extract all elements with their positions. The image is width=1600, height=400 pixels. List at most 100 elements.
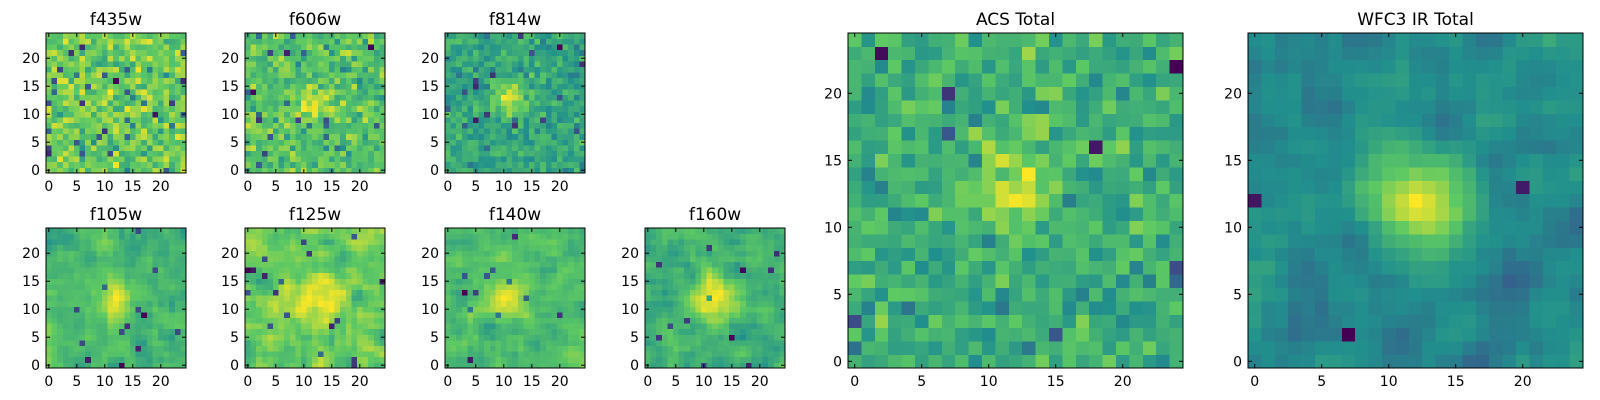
heatmap-cell — [517, 145, 524, 151]
heatmap-cell — [158, 300, 164, 307]
heatmap-cell — [74, 128, 80, 135]
heatmap-cell — [85, 328, 92, 335]
heatmap-cell — [261, 256, 268, 262]
heatmap-cell — [473, 345, 479, 352]
heatmap-cell — [762, 328, 769, 335]
heatmap-cell — [773, 295, 780, 302]
heatmap-cell — [551, 167, 558, 174]
heatmap-cell — [306, 244, 313, 251]
heatmap-cell — [551, 133, 558, 140]
heatmap-cell — [689, 272, 696, 279]
heatmap-cell — [141, 278, 148, 285]
heatmap-cell — [573, 261, 580, 268]
heatmap-cell — [495, 105, 502, 112]
heatmap-cell — [751, 267, 758, 274]
heatmap-cell — [317, 145, 324, 151]
heatmap-cell — [301, 284, 307, 290]
heatmap-cell — [779, 256, 786, 262]
heatmap-cell — [289, 239, 296, 246]
heatmap-cell — [146, 150, 153, 157]
heatmap-cell — [256, 161, 263, 168]
heatmap-cell — [656, 345, 663, 352]
heatmap-cell — [568, 128, 575, 135]
heatmap-cell — [107, 284, 114, 290]
heatmap-cell — [124, 233, 131, 240]
heatmap-cell — [256, 340, 263, 346]
heatmap-cell — [62, 66, 69, 73]
heatmap-cell — [102, 49, 108, 56]
heatmap-cell — [278, 244, 285, 251]
heatmap-cell — [557, 55, 563, 62]
heatmap-cell — [334, 55, 341, 62]
heatmap-cell — [329, 340, 335, 346]
heatmap-cell — [551, 351, 558, 358]
heatmap-cell — [579, 295, 586, 302]
x-tick-label: 20 — [751, 374, 769, 390]
x-tick-label: 20 — [351, 179, 369, 195]
heatmap-cell — [667, 328, 674, 335]
heatmap-cell — [278, 267, 285, 274]
heatmap-cell — [1049, 247, 1063, 262]
heatmap-cell — [379, 94, 386, 101]
heatmap-cell — [152, 306, 159, 313]
heatmap-cell — [273, 250, 279, 257]
heatmap-cell — [51, 122, 58, 129]
heatmap-cell — [267, 94, 274, 101]
heatmap-cell — [445, 340, 451, 346]
heatmap-cell — [62, 312, 69, 318]
heatmap-cell — [289, 122, 296, 129]
heatmap-cell — [545, 239, 552, 246]
heatmap-cell — [284, 44, 291, 51]
heatmap-cell — [650, 312, 657, 318]
heatmap-cell — [551, 72, 558, 79]
heatmap-cell — [495, 239, 502, 246]
heatmap-cell — [295, 317, 302, 324]
heatmap-cell — [273, 323, 279, 330]
heatmap-cell — [489, 228, 496, 234]
heatmap-cell — [113, 334, 120, 341]
heatmap-cell — [656, 328, 663, 335]
heatmap-cell — [450, 278, 457, 285]
heatmap-cell — [545, 77, 552, 84]
heatmap-cell — [329, 83, 335, 90]
heatmap-cell — [717, 289, 724, 296]
heatmap-cell — [79, 244, 86, 251]
heatmap-cell — [523, 117, 530, 123]
heatmap-cell — [90, 55, 97, 62]
heatmap-cell — [306, 100, 313, 107]
heatmap-cell — [295, 340, 302, 346]
heatmap-cell — [362, 38, 369, 45]
heatmap-cell — [445, 156, 451, 163]
heatmap-cell — [579, 66, 586, 73]
axes-frame — [444, 32, 586, 174]
heatmap-cell — [745, 362, 752, 369]
heatmap-cell — [678, 340, 685, 346]
heatmap-cell — [124, 128, 131, 135]
heatmap-cell — [351, 328, 358, 335]
heatmap-cell — [306, 239, 313, 246]
heatmap-cell — [169, 55, 176, 62]
heatmap-cell — [51, 317, 58, 324]
heatmap-cell — [340, 105, 347, 112]
heatmap-cell — [368, 117, 375, 123]
heatmap-cell — [169, 289, 176, 296]
heatmap-cell — [473, 244, 479, 251]
heatmap-cell — [678, 323, 685, 330]
heatmap-cell — [362, 267, 369, 274]
heatmap-cell — [506, 244, 513, 251]
heatmap-cell — [68, 111, 75, 118]
heatmap-cell — [484, 44, 491, 51]
heatmap-cell — [579, 228, 586, 234]
heatmap-cell — [757, 244, 763, 251]
heatmap-cell — [301, 272, 307, 279]
heatmap-cell — [678, 306, 685, 313]
heatmap-cell — [152, 312, 159, 318]
heatmap-cell — [46, 312, 52, 318]
heatmap-cell — [256, 77, 263, 84]
heatmap-cell — [289, 117, 296, 123]
heatmap-cell — [489, 289, 496, 296]
y-tick-label: 0 — [31, 163, 40, 179]
heatmap-cell — [362, 340, 369, 346]
heatmap-cell — [523, 156, 530, 163]
heatmap-cell — [289, 49, 296, 56]
